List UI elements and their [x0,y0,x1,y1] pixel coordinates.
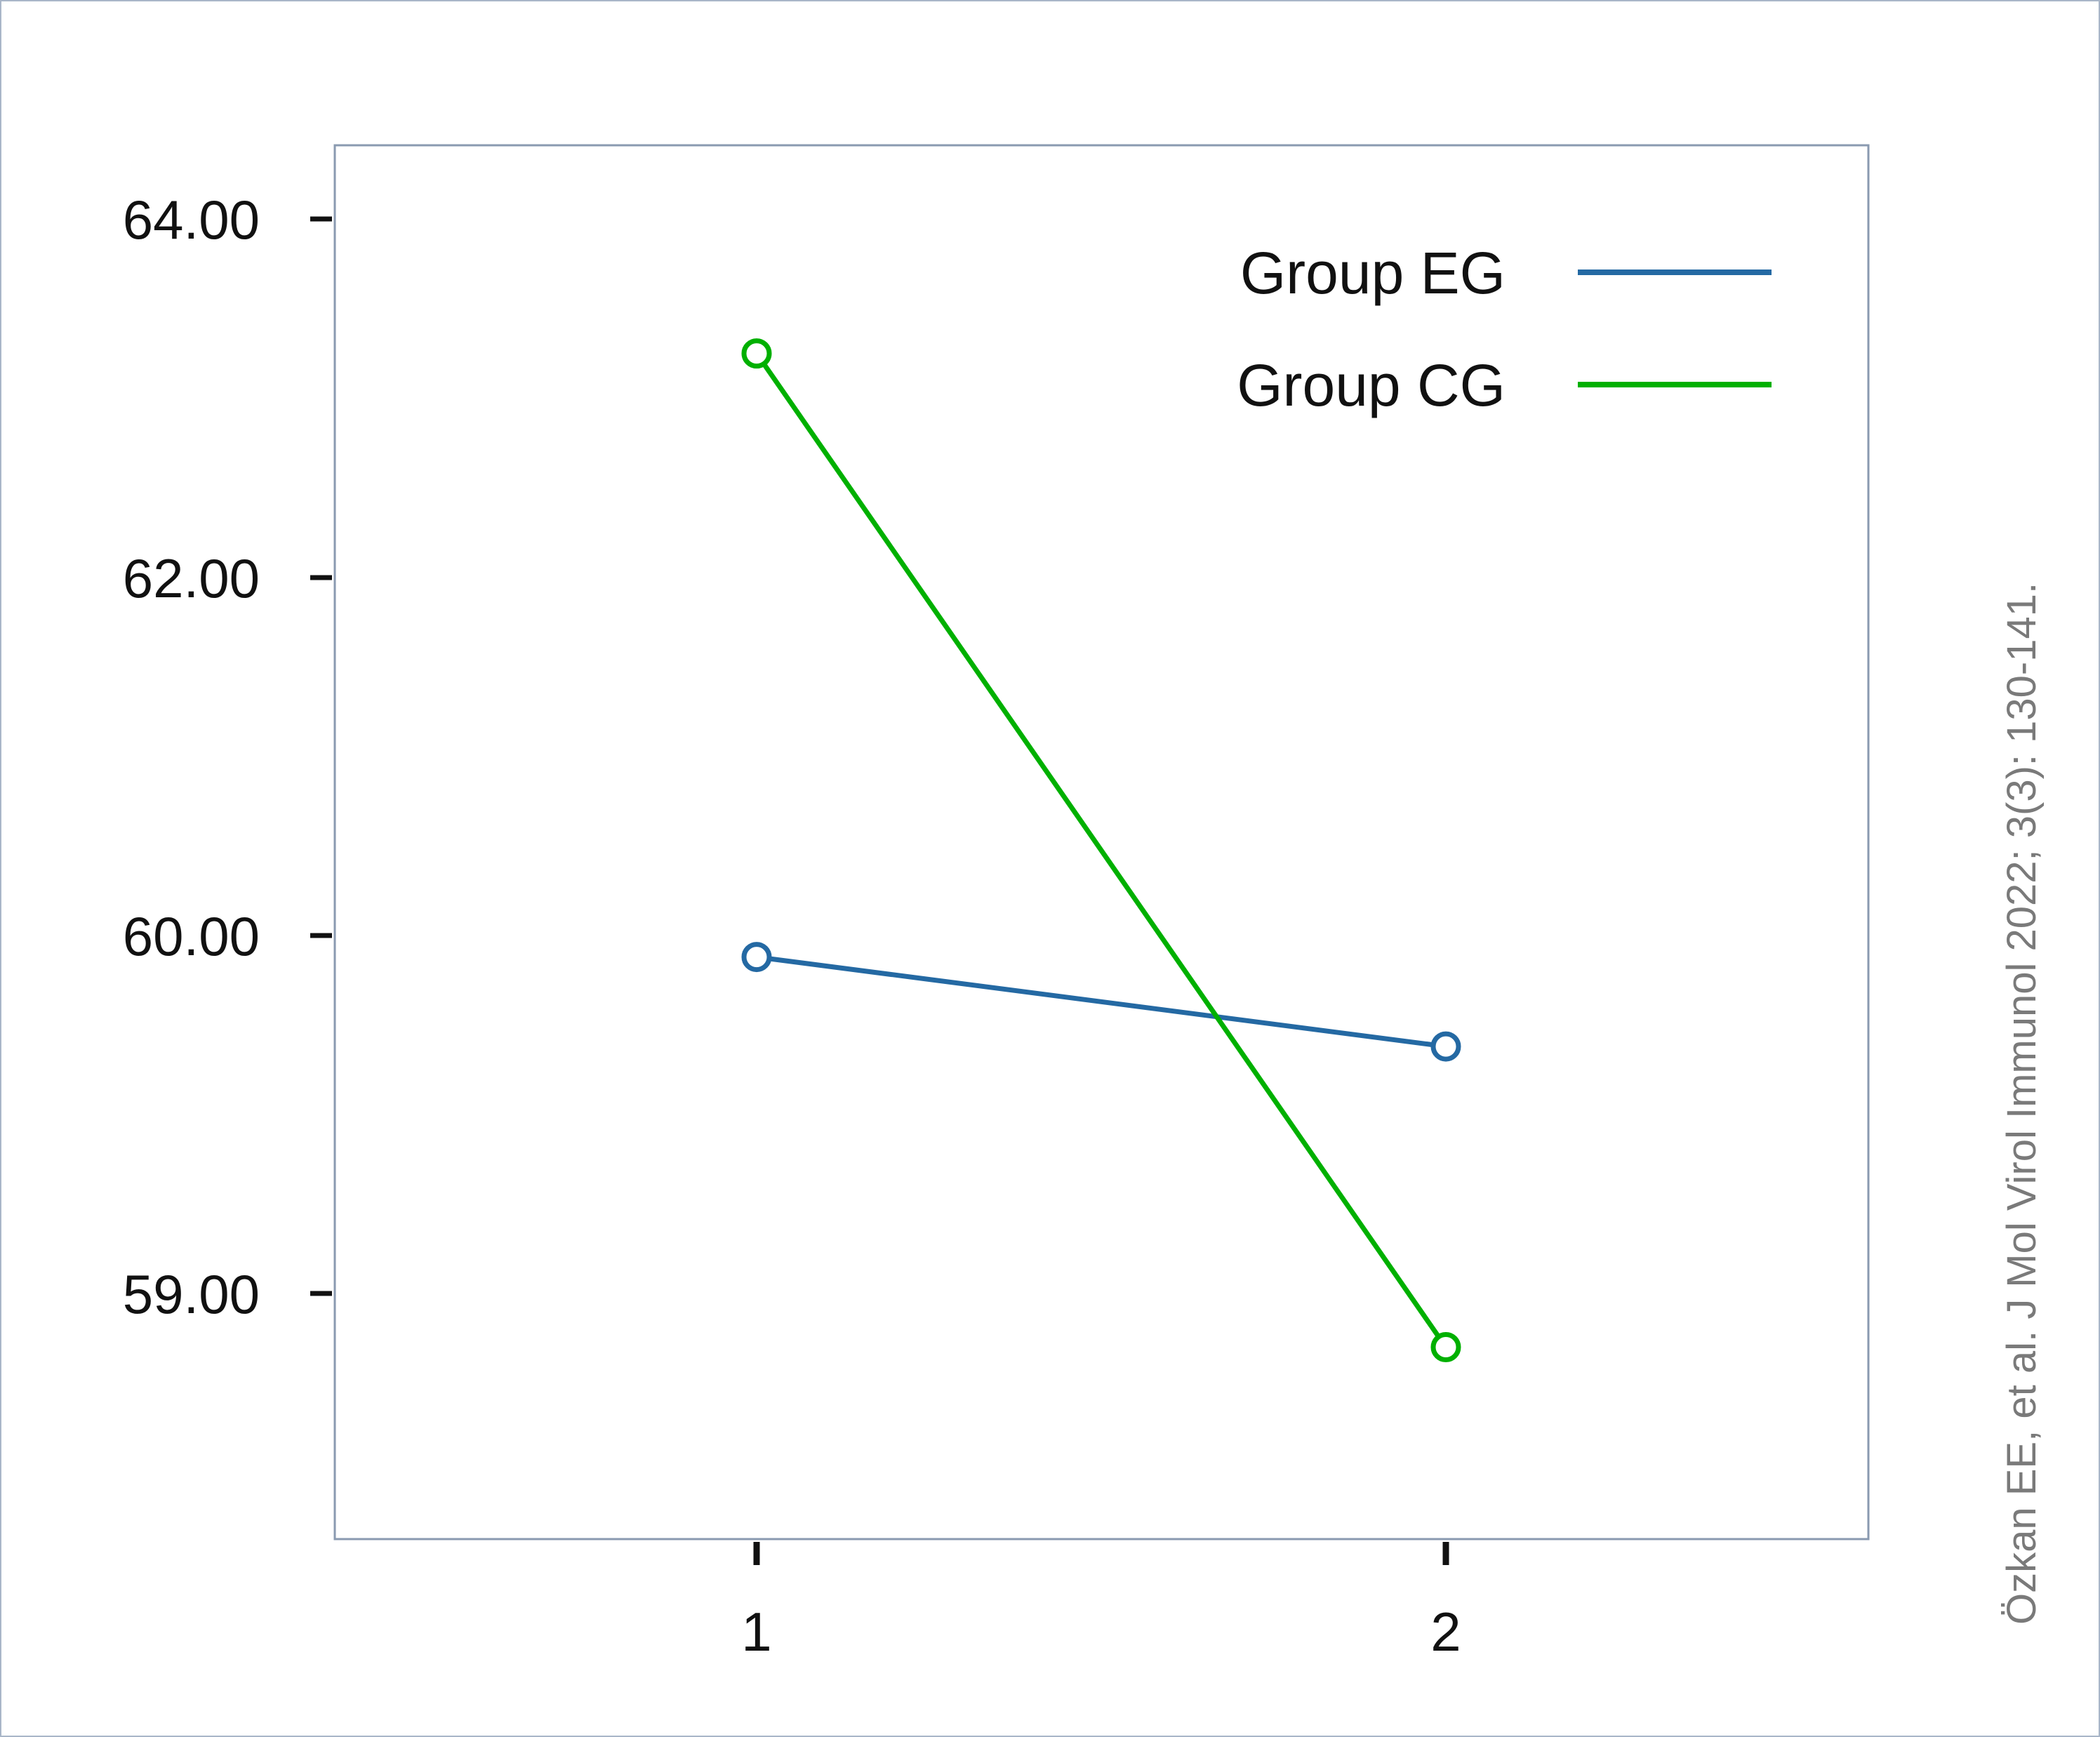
plot-area [333,144,1870,1540]
x-tick-label: 1 [741,1601,771,1663]
series-line [756,954,1447,1049]
legend-label: Group CG [1237,352,1506,418]
y-tick-label: 59.00 [123,1263,260,1325]
y-axis: 59.00 60.00 62.00 64.00 [123,189,332,1325]
data-point [741,338,772,369]
y-tick-label: 64.00 [123,189,260,251]
x-tick-label: 2 [1430,1601,1461,1663]
legend: Group EG Group CG [1237,240,1772,418]
y-tick-label: 62.00 [123,547,260,609]
legend-label: Group EG [1240,240,1506,306]
series-line [755,352,1448,1349]
series-markers [741,338,1461,1362]
series-lines [755,352,1448,1349]
data-point [1430,1031,1461,1062]
y-tick-label: 60.00 [123,905,260,967]
citation-text: Özkan EE, et al. J Mol Virol Immunol 202… [1999,583,2045,1625]
data-point [741,942,772,973]
data-point [1430,1332,1461,1362]
